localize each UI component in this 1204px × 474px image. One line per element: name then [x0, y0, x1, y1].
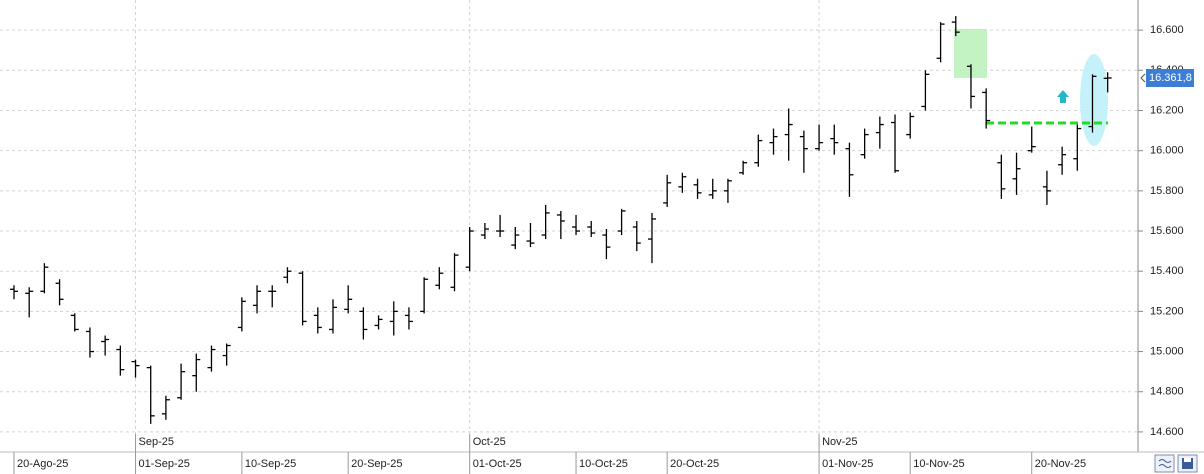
x-tick-label: 20-Oct-25: [670, 458, 719, 470]
up-arrow: [1057, 90, 1069, 103]
y-tick-label: 15.400: [1150, 265, 1184, 277]
y-tick-label: 16.200: [1150, 104, 1184, 116]
last-price-box: [1146, 68, 1194, 87]
x-tick-label: 10-Nov-25: [913, 458, 964, 470]
zoom-button[interactable]: [1154, 454, 1175, 473]
y-tick-label: 16.600: [1150, 24, 1184, 36]
x-tick-label: 10-Sep-25: [245, 458, 296, 470]
highlight-ellipse: [1080, 54, 1108, 146]
y-tick-label: 15.800: [1150, 185, 1184, 197]
x-tick-label: 01-Sep-25: [139, 458, 190, 470]
y-tick-label: 15.200: [1150, 305, 1184, 317]
last-price-pointer: [1140, 73, 1146, 83]
x-tick-label: 01-Nov-25: [822, 458, 873, 470]
x-tick-label: 01-Oct-25: [473, 458, 522, 470]
y-tick-label: 15.000: [1150, 345, 1184, 357]
toolbar: [1154, 454, 1198, 473]
x-tick-label: 10-Oct-25: [579, 458, 628, 470]
y-tick-label: 15.600: [1150, 225, 1184, 237]
x-tick-label: 20-Sep-25: [351, 458, 402, 470]
x-tick-label: 20-Ago-25: [17, 458, 68, 470]
y-tick-label: 16.000: [1150, 145, 1184, 157]
save-icon: [1182, 458, 1193, 469]
zoom-icon: [1158, 459, 1172, 468]
save-icon-label: [1184, 458, 1191, 462]
y-tick-label: 14.800: [1150, 386, 1184, 398]
y-tick-label: 14.600: [1150, 426, 1184, 438]
month-label: Oct-25: [473, 436, 506, 448]
month-label: Sep-25: [139, 436, 174, 448]
annotations: [954, 29, 1108, 146]
last-price-label: 16.361,8: [1149, 72, 1192, 84]
x-tick-label: 20-Nov-25: [1035, 458, 1086, 470]
month-label: Nov-25: [822, 436, 857, 448]
